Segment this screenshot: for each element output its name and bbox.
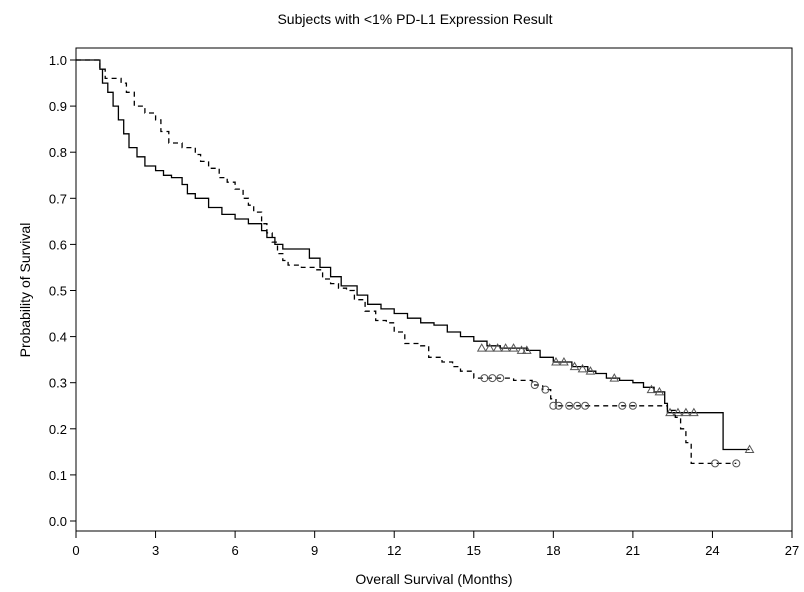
y-tick-label: 0.1 xyxy=(49,468,67,483)
series-2-censor-mark xyxy=(549,401,558,410)
x-tick-label: 0 xyxy=(72,543,79,558)
series-1-censor-mark xyxy=(492,343,503,352)
x-tick-label: 24 xyxy=(705,543,719,558)
series-1-censor-mark xyxy=(521,345,532,354)
y-tick-label: 0.4 xyxy=(49,330,67,345)
series-2-censor-mark xyxy=(488,374,497,383)
series-1-censor-mark xyxy=(559,356,569,366)
x-tick-label: 27 xyxy=(785,543,799,558)
x-tick-label: 9 xyxy=(311,543,318,558)
series-2-censor-mark xyxy=(541,385,550,394)
series-1-censor-mark xyxy=(609,373,620,382)
x-tick-label: 15 xyxy=(467,543,481,558)
y-axis-label: Probability of Survival xyxy=(17,223,33,358)
series-2-line xyxy=(76,59,737,465)
series-1-censor-mark xyxy=(585,366,596,375)
series-1-censor-mark xyxy=(681,407,691,417)
y-tick-label: 1.0 xyxy=(49,53,67,68)
y-tick-label: 0.7 xyxy=(49,191,67,206)
series-1-censor-mark xyxy=(744,444,755,454)
y-tick-label: 0.8 xyxy=(49,145,67,160)
series-2-censor-mark xyxy=(711,459,720,468)
series-1-censor-mark xyxy=(646,384,657,394)
x-tick-label: 6 xyxy=(231,543,238,558)
x-tick-label: 12 xyxy=(387,543,401,558)
series-1-line xyxy=(76,59,750,451)
x-tick-label: 18 xyxy=(546,543,560,558)
series-2-censor-mark xyxy=(496,374,505,383)
series-layer xyxy=(76,59,755,468)
series-1-censor-mark xyxy=(665,407,675,417)
chart-title: Subjects with <1% PD-L1 Expression Resul… xyxy=(277,11,552,27)
series-1-censor-mark xyxy=(551,356,561,366)
series-1-censor-mark xyxy=(689,407,699,417)
plot-frame xyxy=(75,47,793,532)
series-2-censor-mark xyxy=(618,401,627,410)
series-1-censor-mark xyxy=(577,363,588,373)
x-axis-label: Overall Survival (Months) xyxy=(355,571,512,587)
y-tick-label: 0.0 xyxy=(49,514,67,529)
y-tick-label: 0.5 xyxy=(49,284,67,299)
y-tick-label: 0.3 xyxy=(49,376,67,391)
x-tick-label: 21 xyxy=(626,543,640,558)
y-tick-label: 0.2 xyxy=(49,422,67,437)
series-1-censor-mark xyxy=(508,343,519,352)
series-1-censor-mark xyxy=(673,407,683,417)
series-1-censor-mark xyxy=(476,343,487,352)
y-tick-label: 0.6 xyxy=(49,237,67,252)
y-tick-label: 0.9 xyxy=(49,99,67,114)
series-1-censor-mark xyxy=(654,386,665,396)
series-1-censor-mark xyxy=(569,361,580,371)
x-axis: 0 3 6 9 12 15 18 21 24 27 xyxy=(72,531,799,558)
series-2-censor-mark xyxy=(565,401,574,410)
series-1-censor-mark xyxy=(500,343,511,352)
series-1-censor-mark xyxy=(484,343,495,352)
x-tick-label: 3 xyxy=(152,543,159,558)
series-2-censor-mark xyxy=(581,401,590,410)
series-2-censor-mark xyxy=(480,374,489,383)
series-1-censor-mark xyxy=(516,345,527,354)
series-2-censor-mark xyxy=(554,401,563,410)
series-2-censor-mark xyxy=(628,401,637,410)
series-2-censor-mark xyxy=(573,401,582,410)
y-axis: 0.0 0.1 0.2 0.3 0.4 0.5 0.6 0.7 0.8 0.9 1.0 xyxy=(49,53,76,529)
series-2-censor-mark xyxy=(530,381,539,390)
series-2-censor-mark xyxy=(732,459,741,468)
